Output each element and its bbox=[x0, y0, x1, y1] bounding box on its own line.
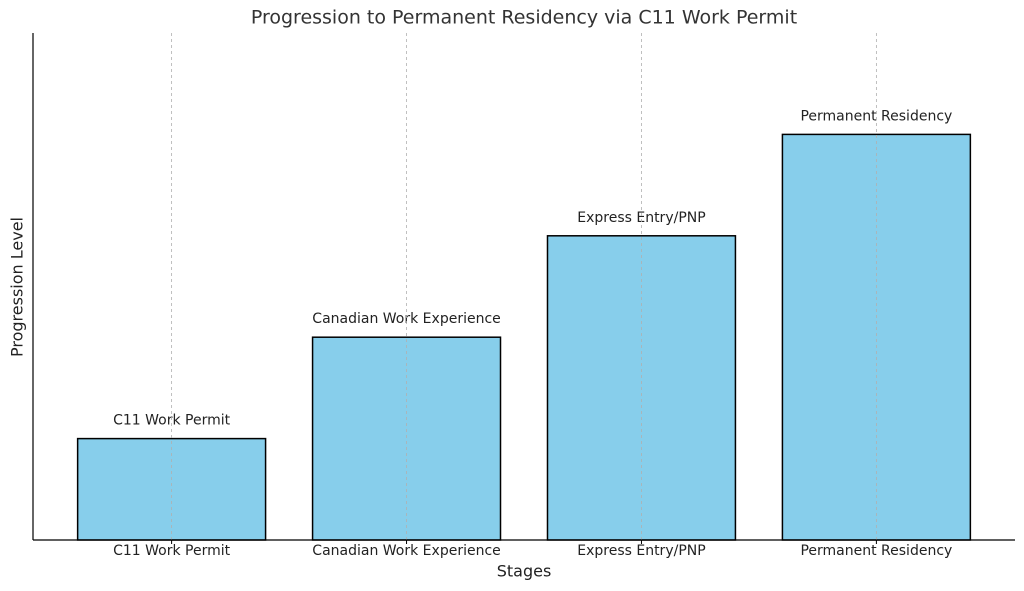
x-axis-label: Stages bbox=[497, 562, 552, 581]
chart-title: Progression to Permanent Residency via C… bbox=[251, 7, 797, 29]
bar-annotation: Canadian Work Experience bbox=[312, 311, 500, 327]
bar-annotation: Express Entry/PNP bbox=[577, 210, 705, 226]
bar-annotation: C11 Work Permit bbox=[113, 413, 231, 429]
x-tick-label: Permanent Residency bbox=[800, 543, 952, 559]
x-tick-label: Canadian Work Experience bbox=[312, 543, 500, 559]
bar-annotation: Permanent Residency bbox=[800, 108, 952, 124]
y-axis-label: Progression Level bbox=[8, 217, 27, 357]
x-tick-label: C11 Work Permit bbox=[113, 543, 231, 559]
x-tick-label: Express Entry/PNP bbox=[577, 543, 705, 559]
